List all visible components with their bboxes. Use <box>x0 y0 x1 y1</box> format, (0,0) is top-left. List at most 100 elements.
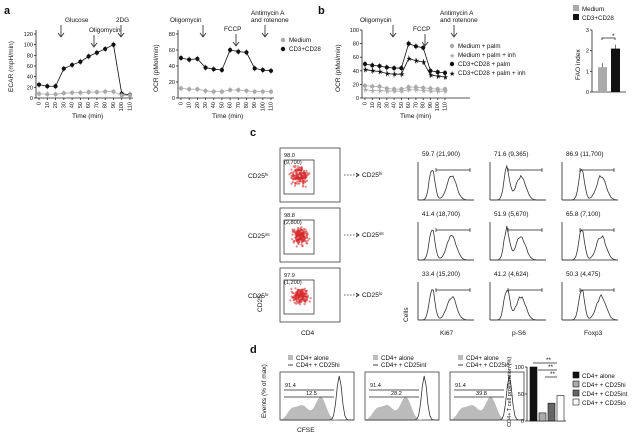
scatter-dot <box>296 178 299 181</box>
d-sig-2: ** <box>548 364 553 371</box>
scatter-dot <box>296 235 299 238</box>
ocr-a-point <box>268 68 274 73</box>
scatter-dot <box>295 239 298 243</box>
ocr-b-point: ★ <box>391 71 397 79</box>
d-bar-ytick-label: 50 <box>518 392 524 398</box>
scatter-dot <box>305 176 308 179</box>
ocr-b-xtick-label: 50 <box>399 102 405 108</box>
ecar-point <box>36 82 42 87</box>
scatter-pct: 98.8 <box>284 213 295 219</box>
annotation-rotenone-b: and rotenone <box>440 17 478 24</box>
scatter-dot <box>305 297 309 300</box>
d-bar-legend-3: CD4+ + CD25lo <box>582 400 626 407</box>
ocr-b-point <box>384 65 389 70</box>
scatter-dot <box>293 230 297 233</box>
d-left-value: 91.4 <box>370 383 381 389</box>
ocr-a-legend: Medium CD3+CD28 <box>280 37 321 53</box>
hist-value: 86.9 (11,700) <box>566 151 604 158</box>
scatter-dot <box>294 164 297 167</box>
scatter-dot <box>290 182 293 185</box>
scatter-dot <box>303 303 306 306</box>
ocr-a-xtick-label: 30 <box>203 102 209 108</box>
ocr-b-point: ★ <box>442 73 448 81</box>
panel-label-b: b <box>318 5 325 17</box>
fao-legend-medium: Medium <box>582 6 604 13</box>
scatter-pct: 97.9 <box>284 273 295 279</box>
ocr-a-point <box>252 66 257 71</box>
ecar-point <box>103 46 108 52</box>
ecar-point <box>53 92 58 97</box>
arrow-heads-a2 <box>199 32 269 47</box>
panel-b-fao: Medium CD3+CD28 FAO index 0 1 2 3 * <box>573 5 626 96</box>
ecar-point <box>36 91 42 96</box>
ecar-point <box>86 90 91 95</box>
ecar-point <box>94 90 100 95</box>
ocr-b-xtick-label: 100 <box>435 102 441 111</box>
ocr-a-ytick-label: 20 <box>169 80 175 86</box>
ocr-b-point <box>442 70 448 75</box>
ocr-a-point <box>178 55 184 61</box>
ecar-point <box>78 90 83 95</box>
ocr-b-xtick-label: 30 <box>384 102 390 108</box>
d-sig-3: ** <box>550 371 555 378</box>
scatter-dot <box>290 290 293 293</box>
ocr-a-point <box>244 88 249 93</box>
d-bar-ytick-label: 100 <box>515 365 524 371</box>
ocr-b-point <box>377 63 382 69</box>
ocr-a-point <box>260 89 265 94</box>
scatter-dot <box>302 292 306 295</box>
d-right-value: 12.5 <box>306 391 317 397</box>
scatter-dot <box>301 295 304 298</box>
ecar-point <box>69 90 75 95</box>
ocr-b-xtick-label: 60 <box>406 102 412 108</box>
ecar-point <box>111 89 116 94</box>
ecar-ytick-label: 40 <box>27 75 33 81</box>
scatter-dot <box>295 231 298 234</box>
scatter-dot <box>294 287 297 290</box>
d-sig-brackets <box>533 362 557 378</box>
ocr-b-point <box>406 41 411 46</box>
scatter-dot <box>306 233 309 236</box>
scatter-dot <box>304 239 307 242</box>
scatter-dot <box>296 302 300 305</box>
ocr-b-point: ★ <box>413 86 419 94</box>
scatter-dot <box>302 227 306 231</box>
scatter-dot <box>293 181 297 184</box>
ecar-ytick-label: 100 <box>24 43 33 49</box>
scatter-dot <box>292 165 295 168</box>
panel-label-a: a <box>4 5 11 17</box>
ocr-a-xlabel: Time (min) <box>212 113 243 120</box>
ocr-a-ytick-label: 80 <box>169 32 175 38</box>
scatter-dot <box>298 238 302 241</box>
ocr-a-point <box>195 87 200 92</box>
scatter-dot <box>306 294 310 297</box>
scatter-dot <box>295 168 298 171</box>
ocr-b-point: ★ <box>384 88 390 96</box>
ocr-b-point: ★ <box>399 71 405 79</box>
ecar-xtick-label: 40 <box>70 102 76 108</box>
ocr-a-series-line <box>180 88 271 92</box>
ocr-a-xtick-label: 20 <box>195 102 201 108</box>
ecar-xtick-label: 20 <box>53 102 59 108</box>
d-hist-co <box>280 375 354 421</box>
arrow-heads <box>57 32 125 48</box>
ecar-xtick-label: 0 <box>37 102 43 105</box>
ocr-a-xtick-label: 100 <box>260 102 266 111</box>
hist-xlabel-ki67: Ki67 <box>440 330 454 337</box>
histogram-curve <box>418 229 474 261</box>
scatter-dot <box>304 300 307 304</box>
histogram-curve <box>490 164 546 201</box>
ocr-a-point <box>203 65 208 70</box>
ocr-b-point: ★ <box>435 88 441 96</box>
ecar-point <box>45 84 50 89</box>
scatter-dot <box>290 295 293 298</box>
scatter-mfi: (1,200) <box>284 280 302 286</box>
scatter-dot <box>296 180 299 184</box>
scatter-frame-int <box>279 207 341 263</box>
scatter-dot <box>303 177 307 180</box>
ocr-b-point: ★ <box>370 67 376 75</box>
legend-medium-palm: Medium + palm <box>458 43 500 50</box>
ocr-a-point <box>260 67 265 73</box>
scatter-dot <box>292 241 295 244</box>
